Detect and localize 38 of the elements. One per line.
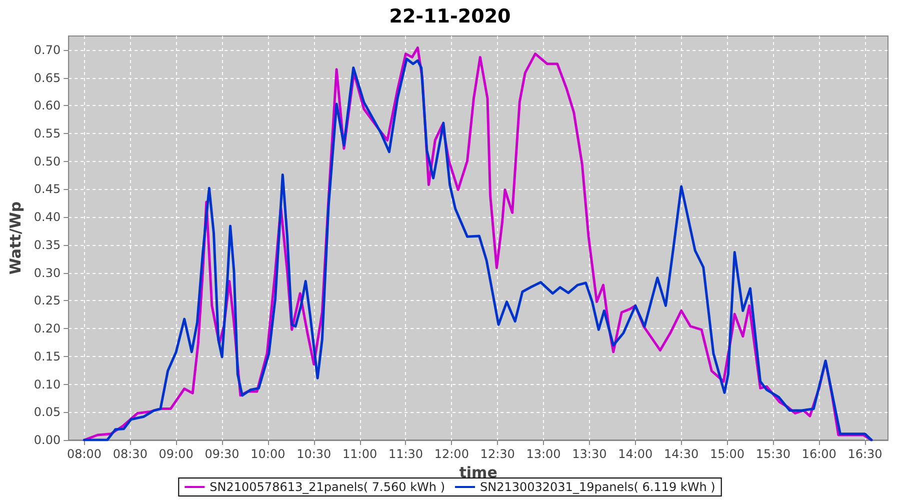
y-axis-title: Watt/Wp xyxy=(6,201,24,275)
y-tick-label: 0.20 xyxy=(34,322,61,336)
x-tick-label: 16:00 xyxy=(802,447,836,461)
y-tick-label: 0.35 xyxy=(34,238,61,252)
x-tick-label: 12:00 xyxy=(434,447,469,461)
x-tick-label: 16:30 xyxy=(848,447,882,461)
x-tick-label: 08:30 xyxy=(112,447,148,461)
x-tick-label: 09:30 xyxy=(204,447,240,461)
y-tick-label: 0.15 xyxy=(34,349,61,364)
y-tick-label: 0.60 xyxy=(34,98,61,113)
x-tick-label: 10:30 xyxy=(296,447,332,461)
y-tick-label: 0.00 xyxy=(34,433,61,447)
x-tick-label: 14:30 xyxy=(664,447,699,461)
y-tick-label: 0.70 xyxy=(34,42,61,57)
y-tick-label: 0.30 xyxy=(34,266,61,280)
x-tick-label: 12:30 xyxy=(480,447,515,461)
y-tick-label: 0.05 xyxy=(34,405,61,420)
y-tick-label: 0.25 xyxy=(34,294,61,308)
y-tick-label: 0.10 xyxy=(34,377,61,392)
y-tick-label: 0.45 xyxy=(34,182,61,196)
chart-title: 22-11-2020 xyxy=(389,6,511,28)
x-tick-label: 09:00 xyxy=(158,447,194,461)
y-tick-label: 0.55 xyxy=(34,126,61,141)
x-tick-label: 11:00 xyxy=(342,447,378,461)
y-tick-label: 0.40 xyxy=(34,210,61,224)
legend-label: SN2100578613_21panels( 7.560 kWh ) xyxy=(210,480,446,494)
x-axis-title: time xyxy=(459,464,498,482)
legend-label: SN2130032031_19panels( 6.119 kWh ) xyxy=(480,480,716,494)
x-tick-label: 08:00 xyxy=(66,447,102,461)
x-tick-label: 13:30 xyxy=(572,447,607,461)
x-tick-label: 14:00 xyxy=(618,447,653,461)
x-tick-label: 15:00 xyxy=(710,447,745,461)
y-tick-label: 0.65 xyxy=(34,70,61,85)
y-tick-label: 0.50 xyxy=(34,154,61,168)
x-tick-label: 15:30 xyxy=(756,447,790,461)
x-tick-label: 13:00 xyxy=(526,447,561,461)
x-tick-label: 11:30 xyxy=(388,447,424,461)
x-tick-label: 10:00 xyxy=(250,447,286,461)
